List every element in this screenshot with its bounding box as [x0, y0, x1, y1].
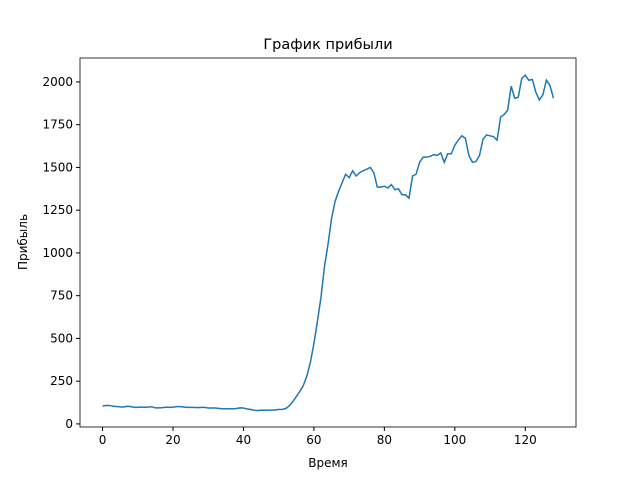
y-tick-label: 250 [50, 374, 73, 388]
line-series [102, 73, 555, 412]
x-tick-label: 80 [377, 433, 392, 447]
y-tick-label: 0 [65, 417, 73, 431]
x-tick-label: 100 [443, 433, 466, 447]
x-tick-label: 60 [306, 433, 321, 447]
axes-frame [79, 57, 577, 428]
y-tick-label: 750 [50, 289, 73, 303]
y-tick-label: 2000 [42, 75, 73, 89]
chart-title: График прибыли [263, 37, 392, 53]
y-axis-label: Прибыль [16, 214, 30, 270]
y-tick-label: 1000 [42, 246, 73, 260]
y-tick-label: 1750 [42, 118, 73, 132]
x-tick-label: 0 [99, 433, 107, 447]
x-tick-label: 20 [165, 433, 180, 447]
x-tick-label: 40 [236, 433, 251, 447]
y-tick-label: 500 [50, 331, 73, 345]
y-tick-label: 1250 [42, 203, 73, 217]
y-tick-label: 1500 [42, 160, 73, 174]
x-tick-label: 120 [514, 433, 537, 447]
x-axis-label: Время [308, 456, 348, 470]
